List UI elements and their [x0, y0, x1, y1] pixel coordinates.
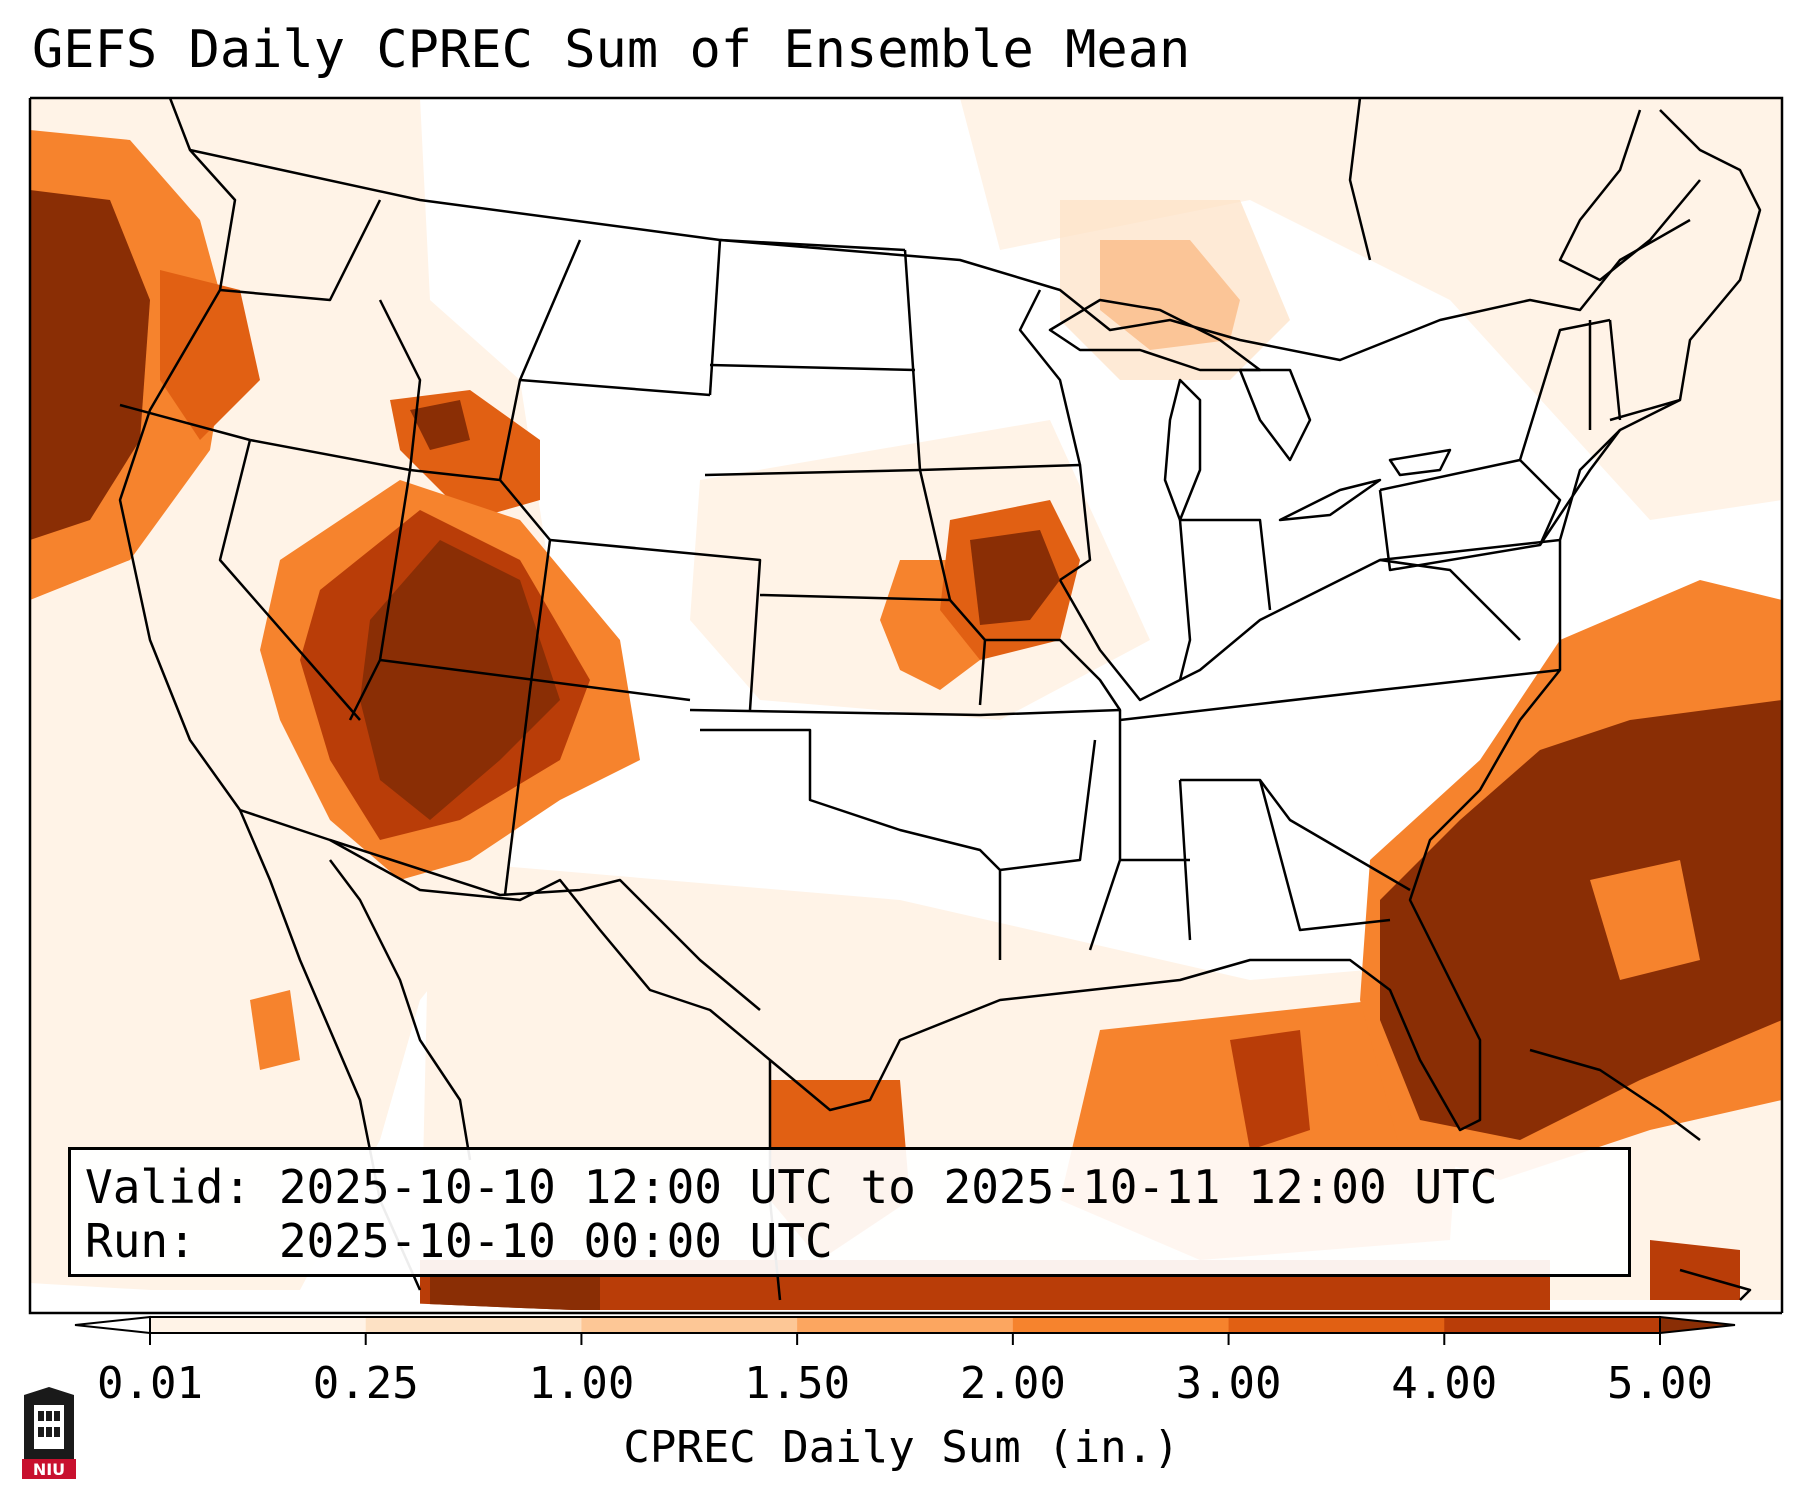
- chart-title: GEFS Daily CPREC Sum of Ensemble Mean: [32, 20, 1191, 80]
- colorbar-segment: [1228, 1317, 1445, 1333]
- valid-line: Valid: 2025-10-10 12:00 UTC to 2025-10-1…: [85, 1160, 1498, 1214]
- boundaries: [118, 97, 1762, 1301]
- colorbar-segment: [1012, 1317, 1230, 1333]
- precip-pnw-1: [160, 270, 260, 440]
- precip-baja: [250, 990, 300, 1070]
- lake-ontario: [1388, 448, 1452, 477]
- precip-cuba: [1650, 1240, 1740, 1300]
- colorbar-segment: [581, 1317, 798, 1333]
- precip-upper-mi-light: [1060, 200, 1290, 380]
- colorbar-tick-label: 2.00: [959, 1358, 1066, 1409]
- lake-huron: [1238, 368, 1312, 462]
- us-mexico-border: [329, 838, 761, 1011]
- colorbar-high-extend: [1659, 1315, 1736, 1335]
- precip-iowa-core: [970, 530, 1060, 625]
- lake-erie: [1278, 478, 1382, 522]
- colorbar-tick-label: 1.00: [528, 1358, 635, 1409]
- precip-atlantic-core: [1380, 700, 1782, 1140]
- valid-time-box: Valid: 2025-10-10 12:00 UTC to 2025-10-1…: [68, 1147, 1631, 1277]
- colorbar-tick-label: 3.00: [1175, 1358, 1282, 1409]
- colorbar-tick-label: 0.25: [312, 1358, 419, 1409]
- colorbar-segment: [797, 1317, 1014, 1333]
- map-border-bottom: [28, 98, 1782, 1315]
- colorbar-tick-label: 4.00: [1391, 1358, 1498, 1409]
- colorbar-segment: [1444, 1317, 1661, 1333]
- us-outline: [118, 97, 1762, 1132]
- precip-idaho-core: [410, 400, 470, 450]
- colorbar-low-extend: [74, 1315, 151, 1335]
- logo-text: NIU: [33, 1460, 65, 1479]
- precip-bottom-strip-core: [430, 1270, 600, 1310]
- colorbar-label: CPREC Daily Sum (in.): [623, 1422, 1180, 1473]
- lake-michigan: [1163, 378, 1202, 522]
- precip-southwest-core: [360, 540, 560, 820]
- precip-gulf-core: [1230, 1030, 1310, 1150]
- colorbar-outline: [149, 1316, 1661, 1334]
- colorbar-tick-label: 1.50: [744, 1358, 851, 1409]
- colorbar-segment: [365, 1317, 582, 1333]
- run-line: Run: 2025-10-10 00:00 UTC: [85, 1214, 833, 1268]
- niu-logo-icon: NIU: [22, 1387, 76, 1479]
- precip-atlantic-patch: [1590, 860, 1700, 980]
- colorbar-tick-label: 0.01: [97, 1358, 203, 1409]
- colorbar-tick-label: 5.00: [1607, 1358, 1713, 1409]
- colorbar-segment: [150, 1317, 367, 1333]
- colorbar: [74, 1315, 1736, 1345]
- map-border-top: [30, 96, 1784, 1313]
- precip-pnw-3: [30, 190, 150, 540]
